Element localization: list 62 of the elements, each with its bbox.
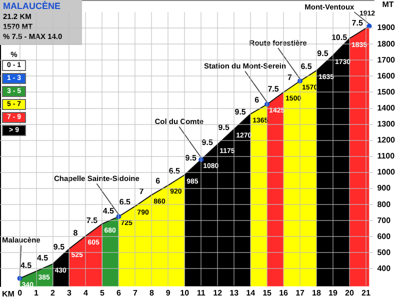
x-tick-label: 13	[230, 288, 240, 298]
x-tick-label: 21	[362, 288, 371, 298]
y-tick-label: 1400	[377, 103, 396, 112]
annotation: 6	[254, 95, 260, 104]
y-tick-label: 1500	[377, 87, 396, 96]
y-tick-label: 1200	[377, 136, 396, 145]
annotation: 9.5	[317, 49, 329, 58]
annotation: 8	[73, 228, 78, 238]
annotation: 7.5	[268, 84, 280, 94]
x-tick-label: 1	[34, 288, 40, 298]
y-tick-label: 400	[377, 264, 392, 273]
y-tick-label: 1300	[377, 120, 396, 129]
annotation: 10.5	[331, 33, 348, 42]
y-axis-title: MT	[382, 0, 394, 10]
x-tick-label: 4	[83, 288, 88, 298]
y-tick-label: 1900	[377, 23, 396, 32]
y-tick-label: 900	[377, 184, 392, 193]
annotation: 7.5	[86, 216, 98, 226]
x-tick-label: 9	[166, 288, 171, 298]
x-tick-label: 20	[345, 288, 354, 298]
y-tick-label: 500	[377, 248, 392, 257]
annotation: 9.5	[53, 242, 66, 252]
y-tick-label: 600	[377, 232, 392, 241]
annotation: 4.5	[36, 254, 49, 263]
annotation: 6.5	[119, 198, 132, 207]
x-tick-label: 11	[196, 288, 206, 298]
x-tick-label: 17	[296, 288, 306, 298]
annotation: 9.5	[218, 122, 230, 132]
y-tick-label: 1700	[377, 55, 396, 64]
x-tick-label: 7	[132, 288, 138, 298]
x-axis-title: KM	[2, 290, 15, 299]
x-tick-label: 5	[100, 288, 105, 298]
y-tick-label: 800	[377, 200, 392, 209]
y-tick-label: 1600	[377, 71, 396, 80]
y-tick-label: 1000	[377, 168, 396, 177]
annotation: 4.5	[102, 206, 115, 216]
annotation: 6	[156, 176, 161, 186]
x-tick-label: 18	[312, 288, 322, 298]
x-tick-label: 14	[246, 288, 256, 298]
annotation: 4.5	[20, 260, 32, 270]
x-tick-label: 19	[328, 288, 338, 298]
x-tick-label: 6	[116, 288, 122, 298]
x-tick-label: 3	[67, 288, 72, 298]
annotation: 7	[288, 72, 293, 82]
x-tick-label: 16	[279, 288, 289, 298]
x-tick-label: 12	[213, 288, 223, 298]
annotation: 9.5	[202, 138, 214, 148]
annotation: 7	[139, 186, 144, 196]
x-tick-label: 0	[18, 288, 23, 298]
x-tick-label: 15	[262, 288, 272, 298]
chart-title: MALAUCÈNE	[3, 0, 60, 11]
annotation: 6.5	[168, 166, 180, 176]
annotation: 9.5	[185, 153, 197, 162]
x-tick-label: 2	[50, 288, 56, 298]
y-tick-label: 1100	[377, 152, 396, 161]
annotation: 6.5	[300, 62, 312, 71]
x-tick-label: 8	[149, 288, 154, 298]
y-tick-label: 700	[377, 216, 392, 225]
y-tick-label: 1800	[377, 39, 396, 48]
x-tick-label: 10	[180, 288, 190, 298]
annotation: 9.5	[234, 108, 246, 117]
annotation: 7.5	[352, 18, 364, 28]
